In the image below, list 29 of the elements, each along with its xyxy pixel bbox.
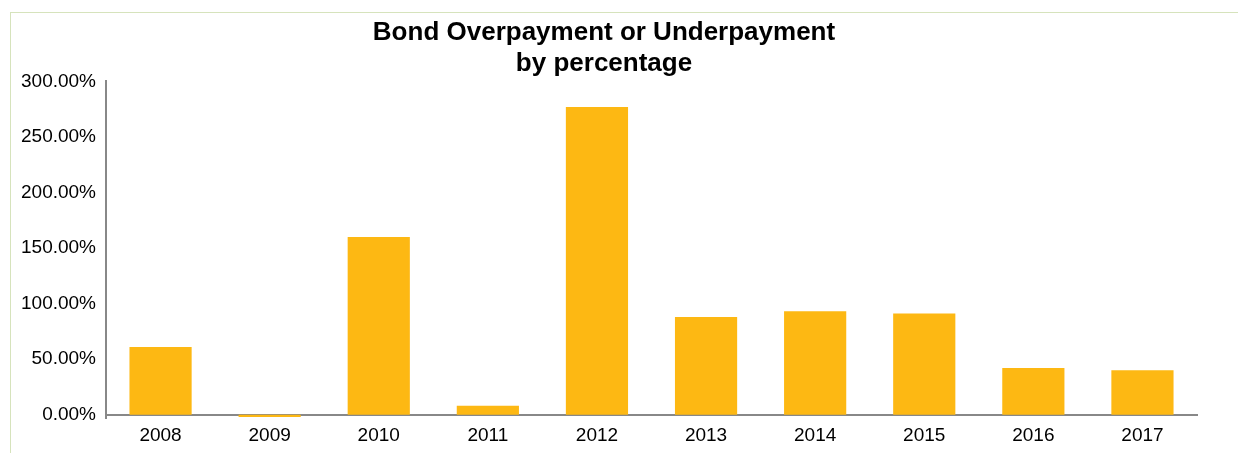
bar [1111,370,1174,415]
y-tick-label: 200.00% [20,180,97,202]
y-tick-label: 250.00% [20,125,97,147]
x-tick-label: 2012 [575,424,619,446]
y-tick-label: 300.00% [20,69,97,91]
text: Bond Overpayment or Underpayment [372,15,836,46]
bar [784,311,847,415]
y-tick-label: 150.00% [20,236,97,258]
x-tick-label: 2011 [467,424,509,446]
bar [893,313,956,415]
x-tick-label: 2016 [1012,424,1055,446]
x-tick-label: 2017 [1121,424,1164,446]
text: by percentage [515,46,693,77]
bar [456,405,519,415]
bar [129,346,192,415]
y-tick-label: 0.00% [42,402,97,424]
x-tick-label: 2015 [903,424,946,446]
bar [238,414,301,417]
y-tick-label: 100.00% [20,291,97,313]
x-tick-label: 2014 [794,424,837,446]
x-tick-label: 2010 [357,424,400,446]
bar [1002,368,1065,415]
bar [674,316,738,415]
x-tick-label: 2008 [139,424,182,446]
bar [347,236,410,415]
bar [565,106,629,415]
y-tick-label: 50.00% [31,347,97,369]
x-tick-label: 2009 [248,424,291,446]
x-tick-label: 2013 [684,424,728,446]
